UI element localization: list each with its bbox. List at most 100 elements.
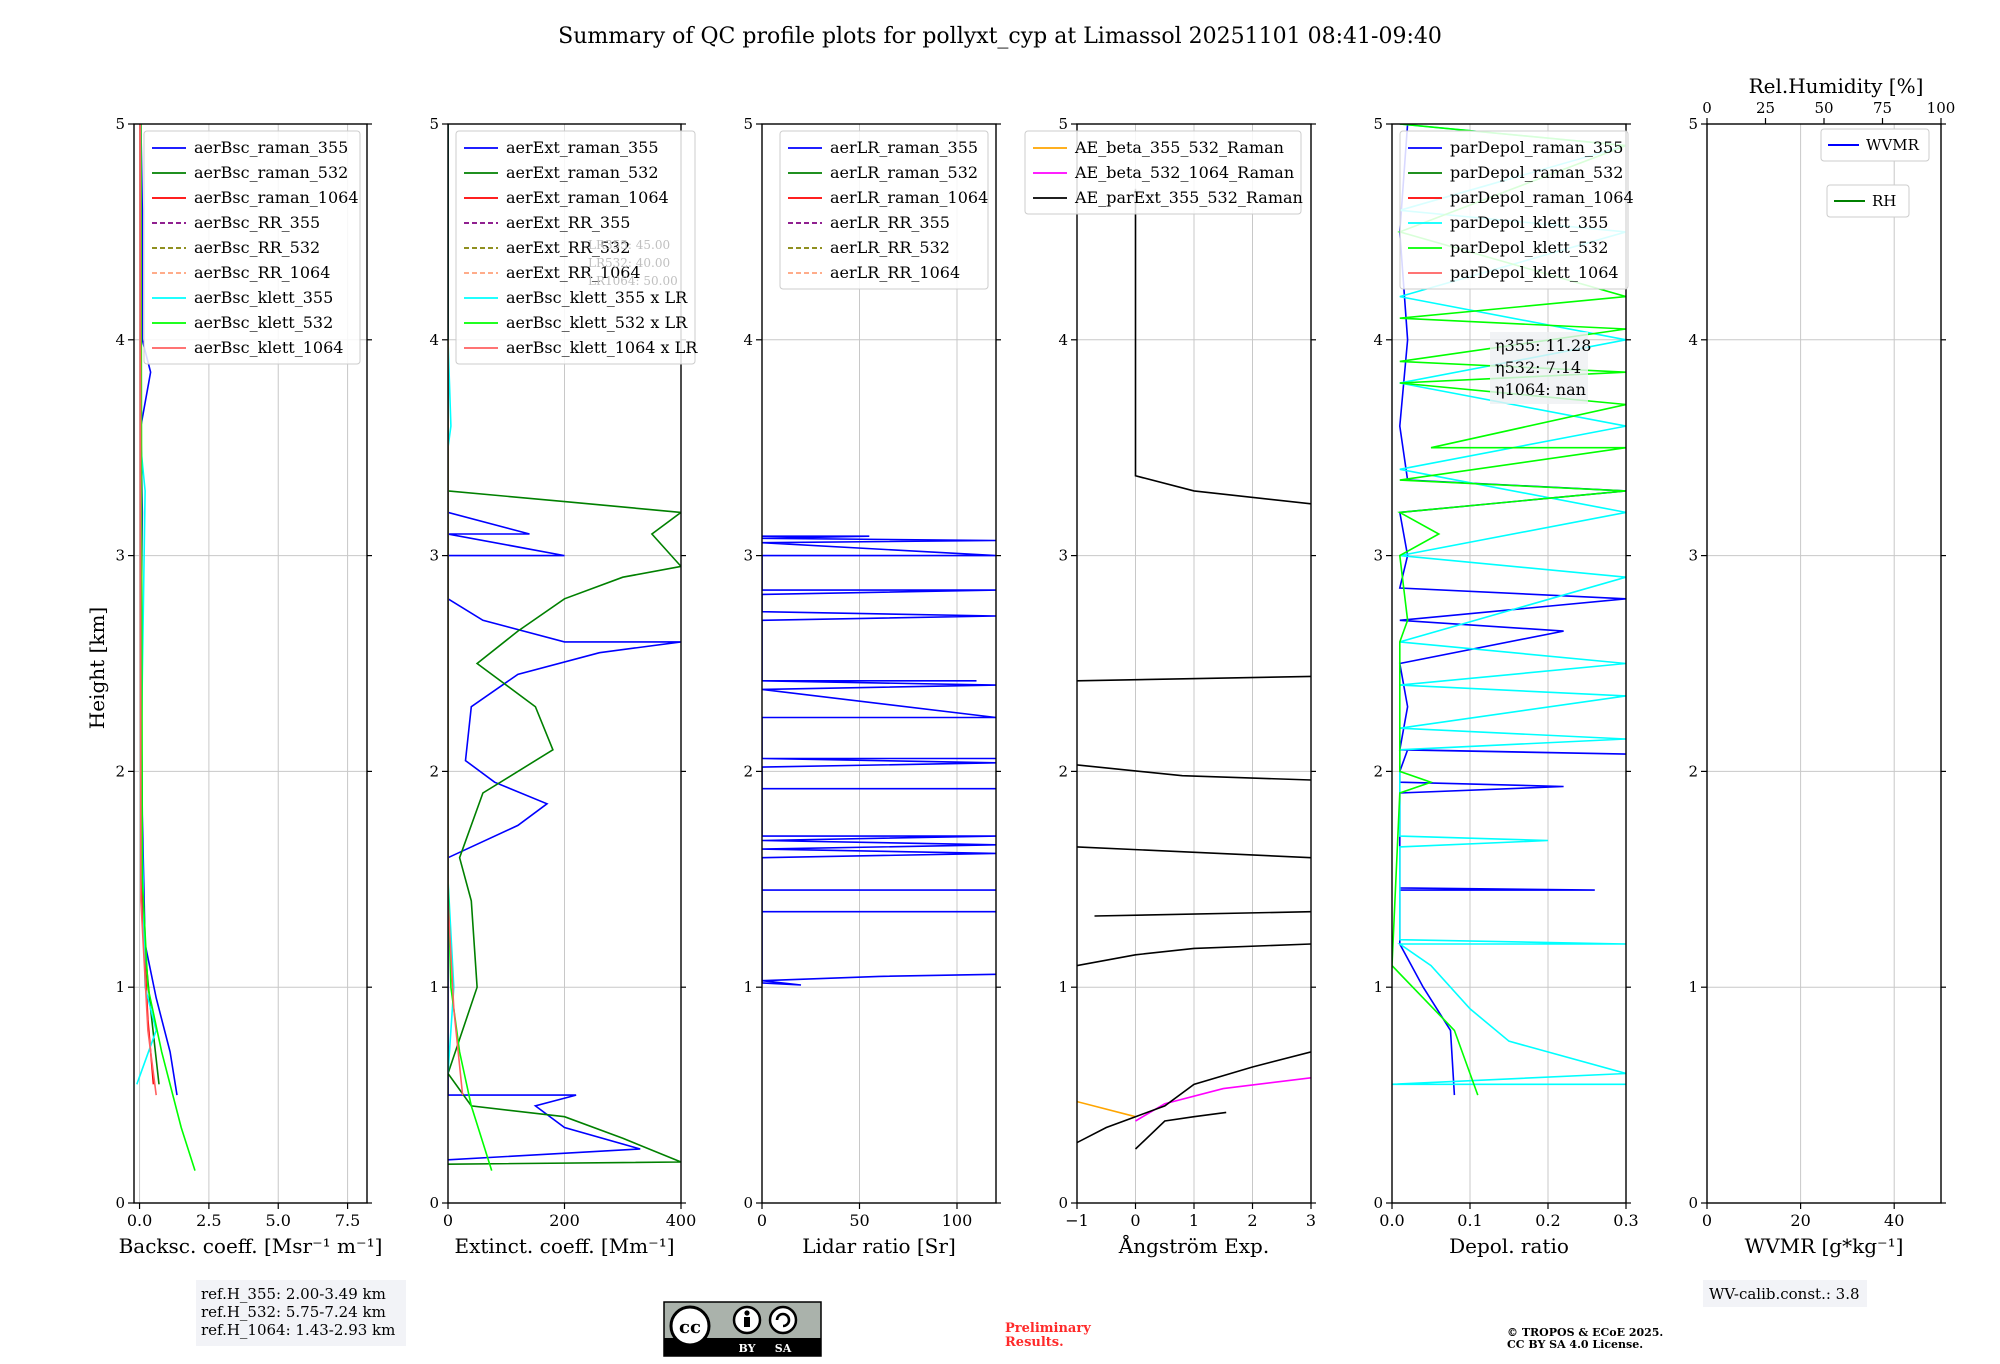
series-line-aerBsc_klett_1064 x LR <box>448 339 464 1096</box>
legend-label-aerLR_RR_355: aerLR_RR_355 <box>830 213 950 232</box>
legend-label-wvmr: WVMR <box>1866 136 1920 154</box>
series-line-aerBsc_klett_532 x LR <box>448 339 493 1171</box>
xlabel-extinction: Extinct. coeff. [Mm⁻¹] <box>454 1234 674 1258</box>
legend-label-aerBsc_klett_355: aerBsc_klett_355 <box>194 288 333 307</box>
legend-label-rh: RH <box>1872 192 1896 210</box>
legend-label-parDepol_raman_532: parDepol_raman_532 <box>1450 163 1623 182</box>
top-xtick-label-2: 50 <box>1814 99 1833 117</box>
preliminary-line2: Results. <box>1005 1335 1064 1350</box>
legend-lidar_ratio: aerLR_raman_355 aerLR_raman_532 aerLR_rama… <box>779 130 989 290</box>
xtick-label-backscatter-2: 5.0 <box>266 1211 291 1230</box>
ytick-label-depolarization-2: 2 <box>1373 762 1383 780</box>
legend-label-parDepol_raman_355: parDepol_raman_355 <box>1450 138 1623 157</box>
ytick-label-lidar_ratio-0: 0 <box>743 1194 753 1212</box>
series-line-AE_parExt_355_532_Raman_d <box>1094 910 1311 917</box>
eta-box <box>1490 332 1588 404</box>
xtick-label-depolarization-0: 0.0 <box>1379 1211 1404 1230</box>
legend-backscatter: aerBsc_raman_355 aerBsc_raman_532 aerBsc_r… <box>143 130 361 365</box>
ytick-label-angstrom-5: 5 <box>1058 115 1068 133</box>
ytick-label-extinction-1: 1 <box>429 978 439 996</box>
legend-box-rh <box>1826 184 1910 218</box>
series-line-AE_parExt_355_532_Raman_g <box>1077 675 1311 682</box>
legend-label-aerBsc_raman_532: aerBsc_raman_532 <box>194 163 348 182</box>
eta-label-1: η532: 7.14 <box>1495 358 1581 377</box>
xtick-label-water_vapor-0: 0 <box>1702 1211 1712 1230</box>
axes-frame-lidar_ratio <box>761 123 997 1204</box>
series-line-AE_beta_355_532_Raman <box>1077 1100 1136 1118</box>
legend-label-parDepol_klett_532: parDepol_klett_532 <box>1450 238 1608 257</box>
xtick-label-water_vapor-1: 20 <box>1790 1211 1810 1230</box>
ytick-label-backscatter-1: 1 <box>115 978 125 996</box>
ref-height-532: ref.H_532: 5.75-7.24 km <box>201 1303 386 1321</box>
ytick-label-depolarization-5: 5 <box>1373 115 1383 133</box>
xlabel-angstrom: Ångström Exp. <box>1118 1233 1269 1258</box>
legend-label-parDepol_klett_1064: parDepol_klett_1064 <box>1450 263 1619 282</box>
ytick-label-angstrom-4: 4 <box>1058 331 1068 349</box>
series-line-aerExt_raman_355 <box>448 124 681 1161</box>
legend-box-depolarization <box>1399 130 1629 290</box>
ytick-label-water_vapor-0: 0 <box>1688 1194 1698 1212</box>
cc-by-sa-badge[interactable]: cc BY SA <box>663 1301 822 1357</box>
preliminary-line1: Preliminary <box>1005 1321 1091 1336</box>
legend-box-backscatter <box>143 130 361 365</box>
legend-label-AE_beta_532_1064_Raman: AE_beta_532_1064_Raman <box>1074 163 1294 182</box>
ytick-label-water_vapor-3: 3 <box>1688 547 1698 565</box>
lr-label-0: LR355: 45.00 <box>588 238 670 252</box>
series-line-AE_parExt_355_532_Raman <box>1077 1051 1311 1144</box>
xtick-label-angstrom-3: 2 <box>1247 1211 1257 1230</box>
series-group-angstrom <box>1077 188 1311 1150</box>
panel-water_vapor: 0 20 40 0 1 2 3 4 5 WVMR [g*kg⁻¹] 0 25 50 75 100Rel.Hu… <box>1688 74 1955 1258</box>
top-axis-label: Rel.Humidity [%] <box>1749 74 1924 98</box>
legend-label-aerBsc_RR_355: aerBsc_RR_355 <box>194 213 320 232</box>
ytick-label-water_vapor-5: 5 <box>1688 115 1698 133</box>
axes-frame-backscatter <box>133 123 368 1204</box>
ytick-label-water_vapor-4: 4 <box>1688 331 1698 349</box>
legend-label-aerExt_raman_1064: aerExt_raman_1064 <box>506 188 669 207</box>
y-axis-label: Height [km] <box>85 607 109 729</box>
ytick-label-angstrom-3: 3 <box>1058 547 1068 565</box>
xtick-label-angstrom-4: 3 <box>1306 1211 1316 1230</box>
series-line-aerLR_raman_355 <box>762 535 996 986</box>
panel-backscatter: 0.0 2.5 5.0 7.5 0 1 2 3 4 5 Backsc. coeff. [Msr⁻¹ … <box>115 115 382 1258</box>
legend-label-aerExt_raman_532: aerExt_raman_532 <box>506 163 659 182</box>
legend-label-aerBsc_klett_532 x LR: aerBsc_klett_532 x LR <box>506 313 688 332</box>
axes-frame-depolarization <box>1391 123 1627 1204</box>
ref-height-1064: ref.H_1064: 1.43-2.93 km <box>201 1321 395 1339</box>
legend-water_vapor-wvmr: WVMR <box>1820 128 1930 162</box>
legend-label-aerExt_RR_532: aerExt_RR_532 <box>506 238 630 257</box>
legend-label-aerBsc_klett_1064 x LR: aerBsc_klett_1064 x LR <box>506 338 698 357</box>
wv-calib-const: WV-calib.const.: 3.8 <box>1709 1285 1860 1303</box>
xtick-label-depolarization-1: 0.1 <box>1457 1211 1482 1230</box>
ytick-label-depolarization-0: 0 <box>1373 1194 1383 1212</box>
series-line-AE_parExt_355_532_Raman_c <box>1077 943 1311 967</box>
legend-label-aerBsc_RR_532: aerBsc_RR_532 <box>194 238 320 257</box>
legend-extinction: aerExt_raman_355 aerExt_raman_532 aerExt_r… <box>455 130 698 365</box>
legend-label-aerBsc_RR_1064: aerBsc_RR_1064 <box>194 263 330 282</box>
panel-lidar_ratio: 0 50 100 0 1 2 3 4 5 Lidar ratio [Sr] aerLR_raman_… <box>743 115 1001 1258</box>
legend-label-aerLR_raman_1064: aerLR_raman_1064 <box>830 188 988 207</box>
ytick-label-extinction-0: 0 <box>429 1194 439 1212</box>
series-line-aerBsc_klett_1064 <box>139 124 157 1096</box>
top-xtick-label-4: 100 <box>1927 99 1956 117</box>
legend-box-lidar_ratio <box>779 130 989 290</box>
series-line-aerBsc_klett_532 <box>140 124 196 1171</box>
share-alike-icon <box>768 1305 798 1335</box>
figure-title: Summary of QC profile plots for pollyxt_… <box>558 24 1442 49</box>
xtick-label-depolarization-2: 0.2 <box>1535 1211 1560 1230</box>
xtick-label-angstrom-2: 1 <box>1189 1211 1199 1230</box>
ytick-label-backscatter-5: 5 <box>115 115 125 133</box>
legend-label-aerExt_raman_355: aerExt_raman_355 <box>506 138 659 157</box>
ytick-label-lidar_ratio-2: 2 <box>743 762 753 780</box>
series-line-AE_parExt_355_532_Raman_h <box>1134 188 1311 505</box>
legend-label-parDepol_klett_355: parDepol_klett_355 <box>1450 213 1608 232</box>
ytick-label-depolarization-3: 3 <box>1373 547 1383 565</box>
ytick-label-angstrom-1: 1 <box>1058 978 1068 996</box>
series-group-extinction <box>448 124 681 1171</box>
panel-extinction: 0 200 400 0 1 2 3 4 5 Extinct. coeff. [Mm⁻¹] aerEx… <box>429 115 698 1258</box>
eta-label-2: η1064: nan <box>1495 380 1586 399</box>
legend-label-aerLR_RR_1064: aerLR_RR_1064 <box>830 263 960 282</box>
ytick-label-extinction-2: 2 <box>429 762 439 780</box>
series-line-AE_parExt_355_532_Raman_e <box>1077 846 1311 859</box>
